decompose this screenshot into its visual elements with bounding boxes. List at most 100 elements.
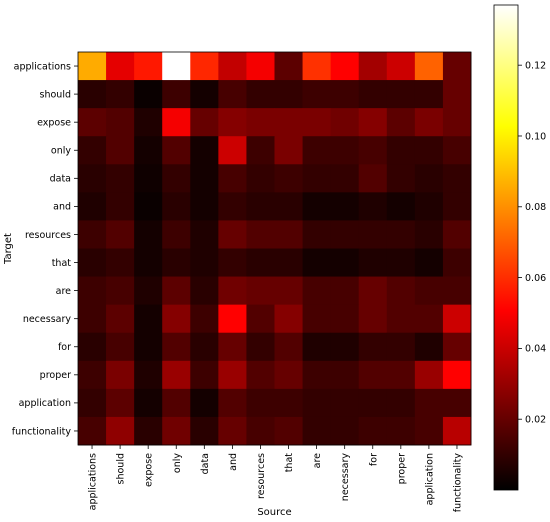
y-tick-label: expose	[37, 117, 71, 128]
heatmap-cell	[106, 108, 135, 137]
heatmap-cell	[386, 108, 416, 137]
heatmap-cell	[330, 80, 360, 109]
heatmap-cell	[330, 248, 360, 277]
heatmap-cell	[162, 164, 191, 193]
y-tick-label: resources	[25, 230, 71, 241]
heatmap-cell	[302, 276, 332, 306]
heatmap-cell	[358, 388, 388, 418]
heatmap-cell	[358, 332, 388, 362]
heatmap-cell	[190, 80, 219, 109]
heatmap-cell	[442, 416, 472, 446]
heatmap-cell	[274, 304, 303, 334]
heatmap-cell	[78, 248, 107, 277]
heatmap-cell	[358, 276, 388, 306]
heatmap-cell	[386, 304, 416, 334]
heatmap-cell	[78, 192, 107, 221]
x-tick-label: only	[172, 453, 183, 473]
heatmap-cell	[358, 416, 388, 446]
heatmap-cell	[162, 388, 191, 418]
heatmap-cell	[162, 248, 191, 277]
heatmap-cell	[78, 304, 107, 334]
heatmap-cell	[302, 248, 332, 277]
x-tick-label: should	[116, 453, 127, 484]
heatmap-cell	[190, 248, 219, 277]
heatmap-cell	[218, 332, 247, 362]
heatmap-cell	[302, 304, 332, 334]
heatmap-cell	[190, 360, 219, 390]
y-tick-label: data	[50, 174, 71, 185]
x-tick-label: that	[284, 453, 295, 473]
heatmap-cell	[78, 220, 107, 249]
heatmap-cell	[190, 220, 219, 249]
heatmap-cell	[302, 388, 332, 418]
heatmap-cell	[78, 108, 107, 137]
heatmap-cell	[246, 248, 275, 277]
x-tick-label: for	[368, 453, 379, 466]
heatmap-cell	[442, 52, 472, 81]
heatmap-cell	[134, 388, 163, 418]
heatmap-cell	[190, 332, 219, 362]
x-tick-label: data	[200, 453, 211, 474]
heatmap-cell	[414, 416, 444, 446]
heatmap-cell	[134, 360, 163, 390]
heatmap-cell	[386, 220, 416, 249]
heatmap-cell	[190, 164, 219, 193]
heatmap-cell	[106, 388, 135, 418]
heatmap-cell	[414, 136, 444, 165]
heatmap-cell	[442, 276, 472, 306]
heatmap-cell	[218, 360, 247, 390]
heatmap-cell	[78, 136, 107, 165]
heatmap-cell	[386, 80, 416, 109]
heatmap-cell	[78, 276, 107, 306]
heatmap-cell	[134, 276, 163, 306]
heatmap-cell	[414, 192, 444, 221]
heatmap-cell	[302, 220, 332, 249]
heatmap-cell	[302, 192, 332, 221]
heatmap-cell	[246, 388, 275, 418]
heatmap-cell	[218, 136, 247, 165]
heatmap-cell	[106, 164, 135, 193]
heatmap-cell	[190, 304, 219, 334]
heatmap-cell	[386, 360, 416, 390]
heatmap-cell	[218, 192, 247, 221]
heatmap-cell	[78, 416, 107, 446]
heatmap-cell	[442, 164, 472, 193]
x-tick-label: expose	[144, 453, 155, 487]
heatmap-cell	[246, 276, 275, 306]
heatmap-cell	[134, 108, 163, 137]
heatmap-cell	[218, 388, 247, 418]
heatmap-cell	[302, 136, 332, 165]
heatmap-cell	[302, 52, 332, 81]
heatmap-cell	[218, 220, 247, 249]
heatmap-cell	[442, 108, 472, 137]
heatmap-cell	[274, 136, 303, 165]
heatmap-cell	[78, 360, 107, 390]
heatmap-cell	[162, 136, 191, 165]
heatmap-cell	[302, 416, 332, 446]
heatmap-cell	[190, 52, 219, 81]
heatmap-cell	[302, 360, 332, 390]
heatmap-cell	[134, 192, 163, 221]
heatmap-cell	[330, 164, 360, 193]
heatmap-cell	[162, 416, 191, 446]
heatmap-cell	[358, 80, 388, 109]
heatmap-cell	[78, 332, 107, 362]
heatmap-cell	[274, 220, 303, 249]
heatmap-cell	[330, 388, 360, 418]
heatmap-cell	[386, 388, 416, 418]
x-tick-label: application	[424, 453, 435, 505]
heatmap-cell	[134, 164, 163, 193]
heatmap-cell	[134, 332, 163, 362]
y-tick-label: should	[40, 89, 71, 100]
heatmap-cell	[246, 80, 275, 109]
x-tick-label: applications	[88, 453, 99, 510]
colorbar-tick-label: 0.06	[525, 273, 546, 284]
heatmap-cell	[358, 248, 388, 277]
heatmap-cell	[358, 192, 388, 221]
heatmap-cell	[134, 52, 163, 81]
heatmap-cell	[274, 388, 303, 418]
heatmap-cell	[134, 416, 163, 446]
heatmap-cell	[330, 332, 360, 362]
heatmap-cell	[162, 304, 191, 334]
heatmap-cell	[78, 388, 107, 418]
